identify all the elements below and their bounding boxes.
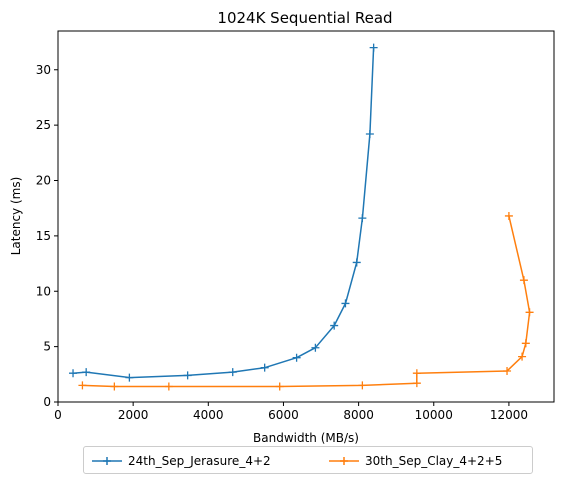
data-point-series-1	[369, 43, 378, 52]
data-point-series-2	[275, 382, 284, 391]
legend-label-series-2: 30th_Sep_Clay_4+2+5	[365, 454, 503, 468]
y-tick-label: 15	[36, 229, 51, 243]
x-tick-label: 2000	[118, 408, 149, 422]
data-point-series-1	[365, 129, 374, 138]
chart-title: 1024K Sequential Read	[217, 9, 392, 27]
y-tick-label: 0	[43, 395, 51, 409]
y-tick-label: 5	[43, 340, 51, 354]
data-point-series-2	[521, 339, 530, 348]
data-point-series-2	[358, 381, 367, 390]
data-point-series-1	[311, 343, 320, 352]
x-tick-label: 12000	[490, 408, 528, 422]
data-point-series-2	[412, 369, 421, 378]
plot-area	[57, 30, 555, 403]
x-tick-label: 10000	[415, 408, 453, 422]
data-point-series-2	[78, 381, 87, 390]
data-point-series-1	[82, 368, 91, 377]
series-line-1	[72, 47, 375, 379]
x-axis: 0 2000 4000 6000 8000 10000 12000	[54, 402, 528, 422]
data-point-series-2	[110, 382, 119, 391]
data-point-series-2	[519, 276, 528, 285]
data-point-series-2	[412, 379, 421, 388]
data-point-series-1	[292, 353, 301, 362]
x-tick-label: 6000	[268, 408, 299, 422]
legend: 24th_Sep_Jerasure_4+2 30th_Sep_Clay_4+2+…	[83, 446, 533, 474]
x-axis-label: Bandwidth (MB/s)	[253, 431, 359, 445]
y-tick-label: 10	[36, 284, 51, 298]
x-tick-label: 4000	[193, 408, 224, 422]
legend-swatch-series-1	[92, 457, 122, 465]
data-point-series-2	[504, 211, 513, 220]
data-point-series-1	[69, 369, 78, 378]
y-axis: 0 5 10 15 20 25 30	[36, 63, 58, 409]
data-point-series-1	[358, 214, 367, 223]
y-tick-label: 25	[36, 118, 51, 132]
legend-item-series-1: 24th_Sep_Jerasure_4+2	[92, 452, 271, 470]
y-tick-label: 30	[36, 63, 51, 77]
legend-item-series-2: 30th_Sep_Clay_4+2+5	[329, 452, 502, 470]
data-point-series-1	[183, 371, 192, 380]
data-point-series-1	[330, 321, 339, 330]
data-point-series-1	[228, 368, 237, 377]
data-point-series-2	[518, 352, 527, 361]
series-line-2	[82, 215, 531, 388]
data-point-series-1	[352, 258, 361, 267]
x-tick-label: 8000	[343, 408, 374, 422]
data-point-series-1	[125, 373, 134, 382]
y-axis-label: Latency (ms)	[9, 177, 23, 256]
data-point-series-2	[164, 382, 173, 391]
data-point-series-1	[260, 363, 269, 372]
series-layer	[69, 43, 534, 391]
legend-swatch-series-2	[329, 457, 359, 465]
data-point-series-1	[341, 299, 350, 308]
y-tick-label: 20	[36, 174, 51, 188]
legend-label-series-1: 24th_Sep_Jerasure_4+2	[128, 454, 271, 468]
data-point-series-2	[503, 366, 512, 375]
x-tick-label: 0	[54, 408, 62, 422]
data-point-series-2	[525, 308, 534, 317]
